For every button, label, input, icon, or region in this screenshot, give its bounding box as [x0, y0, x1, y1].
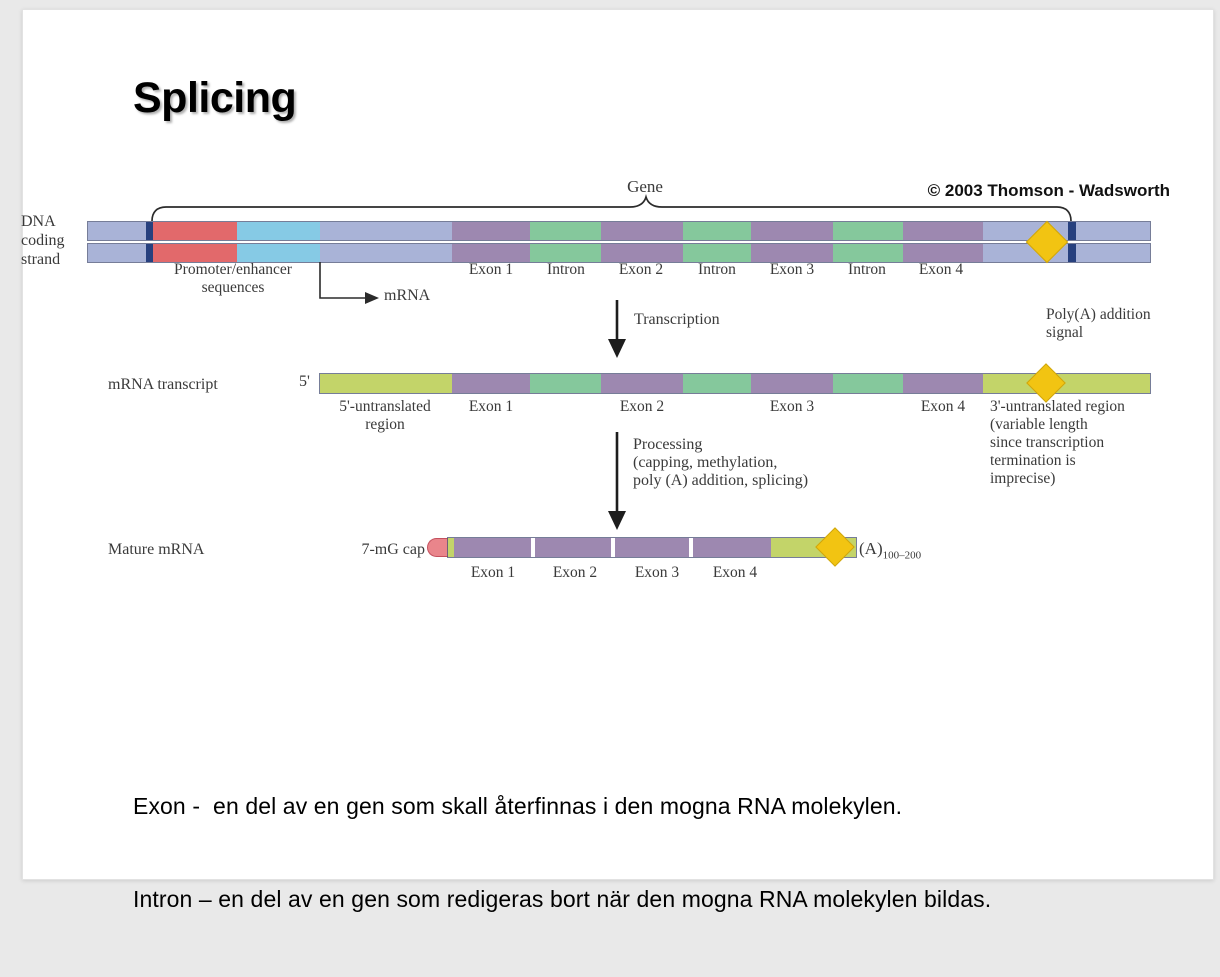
mature-mrna-row-label: Mature mRNA [108, 541, 205, 558]
dna-strand-top-segment-lavender [320, 222, 452, 240]
mature-mrna-bar-segment-purple [615, 538, 689, 557]
dna-segment-label: Intron [698, 261, 736, 278]
polya-tail-subscript: 100–200 [882, 549, 922, 562]
dna-strand-bottom-segment-lavender [1076, 244, 1150, 262]
mature-mrna-bar-segment-yellow_green [448, 538, 454, 557]
dna-segment-label: Exon 1 [468, 261, 514, 278]
dna-label-line: coding [21, 232, 65, 249]
mature-mrna-bar-segment-purple [693, 538, 771, 557]
dna-strand-bottom-segment-light_blue [237, 244, 320, 262]
dna-strand-bottom-segment-green [683, 244, 751, 262]
mature-exon-label: Exon 4 [712, 564, 758, 581]
mature-mrna-bar-segment-cap_red [427, 538, 448, 557]
utr3-label-line: 3'-untranslated region [990, 398, 1125, 415]
dna-strand-top-segment-purple [903, 222, 983, 240]
dna-segment-label: Exon 3 [769, 261, 815, 278]
five-prime-label: 5' [299, 373, 310, 390]
processing-label: Processing (capping, methylation, poly (… [633, 436, 808, 490]
dna-segment-label: Exon 2 [618, 261, 664, 278]
dna-label-line: strand [21, 251, 61, 268]
dna-strand-top-segment-green [833, 222, 903, 240]
processing-label-line: (capping, methylation, [633, 454, 778, 471]
dna-strand-bottom-segment-lavender [88, 244, 146, 262]
mrna-transcript-bar-segment-purple [452, 374, 530, 393]
dna-segment-label: Intron [848, 261, 886, 278]
promoter-label-line: Promoter/enhancer [174, 261, 292, 278]
transcript-exon-label: Exon 3 [769, 398, 815, 415]
dna-strand-top-segment-green [683, 222, 751, 240]
dna-segment-label: Exon 4 [918, 261, 964, 278]
dna-strand-top-segment-navy [1068, 222, 1076, 240]
dna-strand-top-segment-purple [601, 222, 683, 240]
utr5-label: 5'-untranslated region [318, 398, 452, 434]
utr3-label-line: termination is [990, 452, 1076, 469]
dna-label-line: DNA [21, 213, 56, 230]
dna-strand-bottom-segment-purple [452, 244, 530, 262]
transcript-exon-label: Exon 4 [920, 398, 966, 415]
mrna-transcript-bar-segment-green [530, 374, 601, 393]
slide-viewport: Splicing © 2003 Thomson - Wadsworth Gene… [21, 9, 1214, 912]
exon-definition-line: Exon - en del av en gen som skall återfi… [133, 793, 903, 819]
utr3-label-line: since transcription [990, 434, 1105, 451]
dna-strand-bottom-segment-purple [601, 244, 683, 262]
mrna-transcript-bar-segment-yellow_green [983, 374, 1150, 393]
mrna-transcript-row-label: mRNA transcript [108, 376, 218, 393]
utr3-label: 3'-untranslated region (variable length … [990, 398, 1125, 488]
dna-strand-top-segment-light_blue [237, 222, 320, 240]
mrna-transcript-bar-segment-purple [903, 374, 983, 393]
mrna-transcript-bar-segment-green [683, 374, 751, 393]
dna-strand-top-segment-lavender [1076, 222, 1150, 240]
transcription-label: Transcription [634, 311, 720, 328]
transcript-exon-label: Exon 2 [619, 398, 665, 415]
dna-strand-top-segment-red [153, 222, 237, 240]
mrna-arrow-label: mRNA [384, 287, 431, 304]
polya-label-line: Poly(A) addition [1046, 306, 1151, 323]
mrna-transcript-bar-segment-green [833, 374, 903, 393]
mrna-transcript-bar-segment-purple [601, 374, 683, 393]
polya-addition-signal-label: Poly(A) addition signal [1046, 306, 1151, 342]
promoter-enhancer-label: Promoter/enhancer sequences [147, 261, 319, 297]
dna-strand-bottom-segment-green [833, 244, 903, 262]
dna-strand-top-segment-purple [452, 222, 530, 240]
mature-exon-label: Exon 2 [552, 564, 598, 581]
mature-mrna-bar-segment-purple [454, 538, 531, 557]
dna-strand-bottom-segment-purple [751, 244, 833, 262]
footer-definitions: Exon - en del av en gen som skall återfi… [133, 729, 991, 977]
mrna-transcript-bar-segment-yellow_green [320, 374, 452, 393]
processing-label-line: Processing [633, 436, 703, 453]
mature-mrna-bar-segment-purple [535, 538, 611, 557]
dna-strand-top-segment-lavender [88, 222, 146, 240]
utr3-label-line: (variable length [990, 416, 1088, 433]
utr3-label-line: imprecise) [990, 470, 1056, 487]
page-title: Splicing [133, 74, 297, 122]
dna-strand-bottom-segment-red [153, 244, 237, 262]
dna-strand-bottom-segment-navy [146, 244, 153, 262]
mature-exon-label: Exon 3 [634, 564, 680, 581]
dna-strand-top-segment-purple [751, 222, 833, 240]
intron-definition-line: Intron – en del av en gen som redigeras … [133, 886, 992, 912]
polya-signal-diamond-transcript [1026, 363, 1066, 403]
dna-coding-strand-label: DNA coding strand [21, 212, 65, 269]
polya-tail-label: (A)100–200 [859, 540, 921, 564]
polya-label-line: signal [1046, 324, 1084, 341]
utr5-label-line: region [365, 416, 405, 433]
dna-strand-top-segment-navy [146, 222, 153, 240]
polya-signal-diamond-mature [815, 527, 855, 567]
cap-label: 7-mG cap [361, 541, 425, 558]
dna-strand-bottom-segment-navy [1068, 244, 1076, 262]
mrna-transcript-bar-segment-purple [751, 374, 833, 393]
processing-label-line: poly (A) addition, splicing) [633, 472, 809, 489]
dna-strand-bottom-segment-purple [903, 244, 983, 262]
promoter-label-line: sequences [201, 279, 265, 296]
dna-strand-bottom-segment-lavender [320, 244, 452, 262]
mature-exon-label: Exon 1 [470, 564, 516, 581]
dna-strand-bottom-segment-green [530, 244, 601, 262]
utr5-label-line: 5'-untranslated [339, 398, 431, 415]
polya-tail-main: (A) [859, 539, 883, 558]
gene-label: Gene [627, 177, 663, 196]
dna-segment-label: Intron [547, 261, 585, 278]
dna-strand-top-segment-green [530, 222, 601, 240]
transcript-exon-label: Exon 1 [468, 398, 514, 415]
